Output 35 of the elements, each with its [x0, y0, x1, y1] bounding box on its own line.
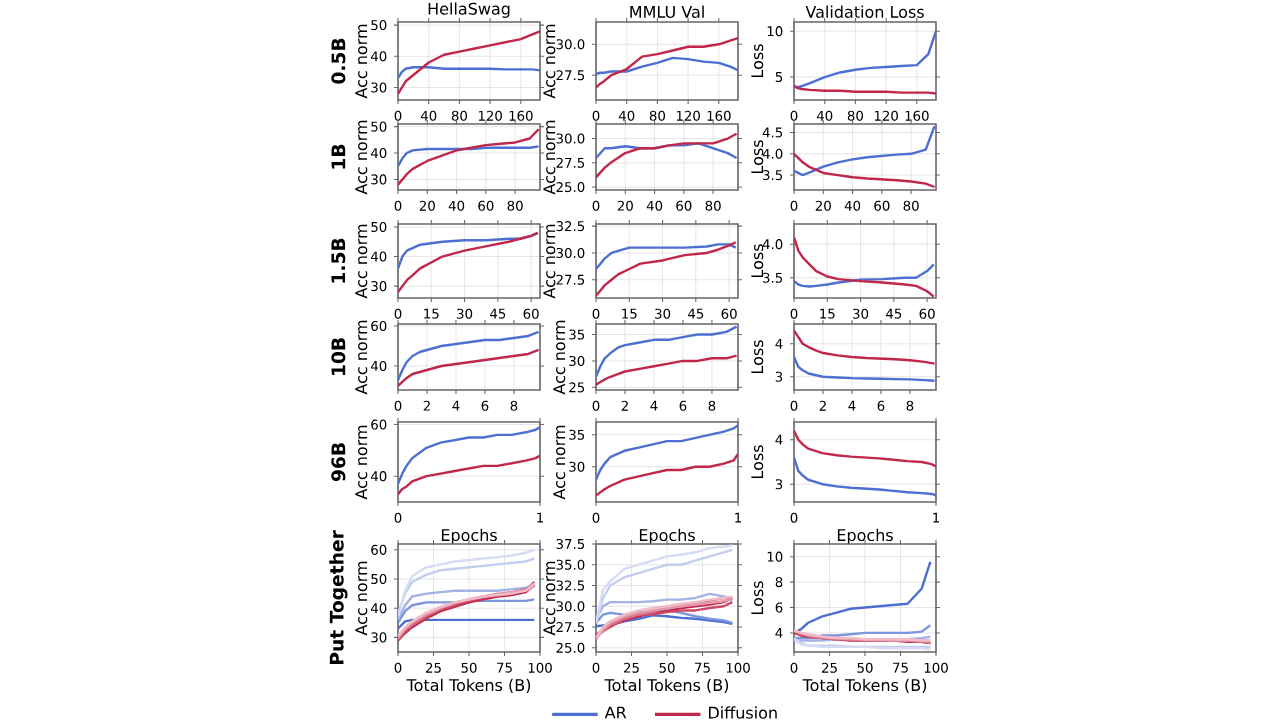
- y-axis-title: Loss: [751, 244, 764, 277]
- y-axis-title: Acc norm: [543, 561, 556, 636]
- text: 1B: [331, 144, 346, 169]
- chart-title: HellaSwag: [428, 2, 510, 18]
- y-axis-title: Acc norm: [553, 320, 566, 395]
- text: 96B: [331, 443, 346, 482]
- text: Put Together: [329, 530, 348, 665]
- text: 10B: [331, 338, 346, 375]
- legend-label: Diffusion: [709, 706, 777, 719]
- y-axis-title: Loss: [751, 140, 764, 173]
- chart-title: Validation Loss: [805, 5, 924, 18]
- text: 1.5B: [331, 238, 346, 283]
- x-axis-title: Total Tokens (B): [802, 678, 927, 693]
- text: 0.5B: [331, 38, 346, 84]
- y-axis-title: Acc norm: [355, 120, 368, 195]
- x-axis-title: Epochs: [639, 528, 695, 545]
- x-axis-title: Epochs: [837, 528, 893, 545]
- y-axis-title: Loss: [751, 445, 764, 478]
- y-axis-title: Acc norm: [543, 224, 556, 299]
- y-axis-title: Acc norm: [355, 24, 368, 99]
- x-axis-title: Epochs: [441, 528, 497, 545]
- y-axis-title: Acc norm: [543, 24, 556, 99]
- x-axis-title: Total Tokens (B): [604, 678, 729, 693]
- y-axis-title: Acc norm: [355, 320, 368, 395]
- chart-title: MMLU Val: [630, 5, 704, 18]
- y-axis-title: Acc norm: [543, 120, 556, 195]
- legend-label: AR: [604, 706, 627, 719]
- y-axis-title: Loss: [751, 581, 764, 614]
- x-axis-title: Total Tokens (B): [406, 678, 531, 693]
- y-axis-title: Loss: [751, 44, 764, 77]
- y-axis-title: Acc norm: [355, 224, 368, 299]
- y-axis-title: Acc norm: [355, 425, 368, 500]
- y-axis-title: Acc norm: [355, 561, 368, 636]
- y-axis-title: Acc norm: [553, 425, 566, 500]
- y-axis-title: Loss: [751, 340, 764, 373]
